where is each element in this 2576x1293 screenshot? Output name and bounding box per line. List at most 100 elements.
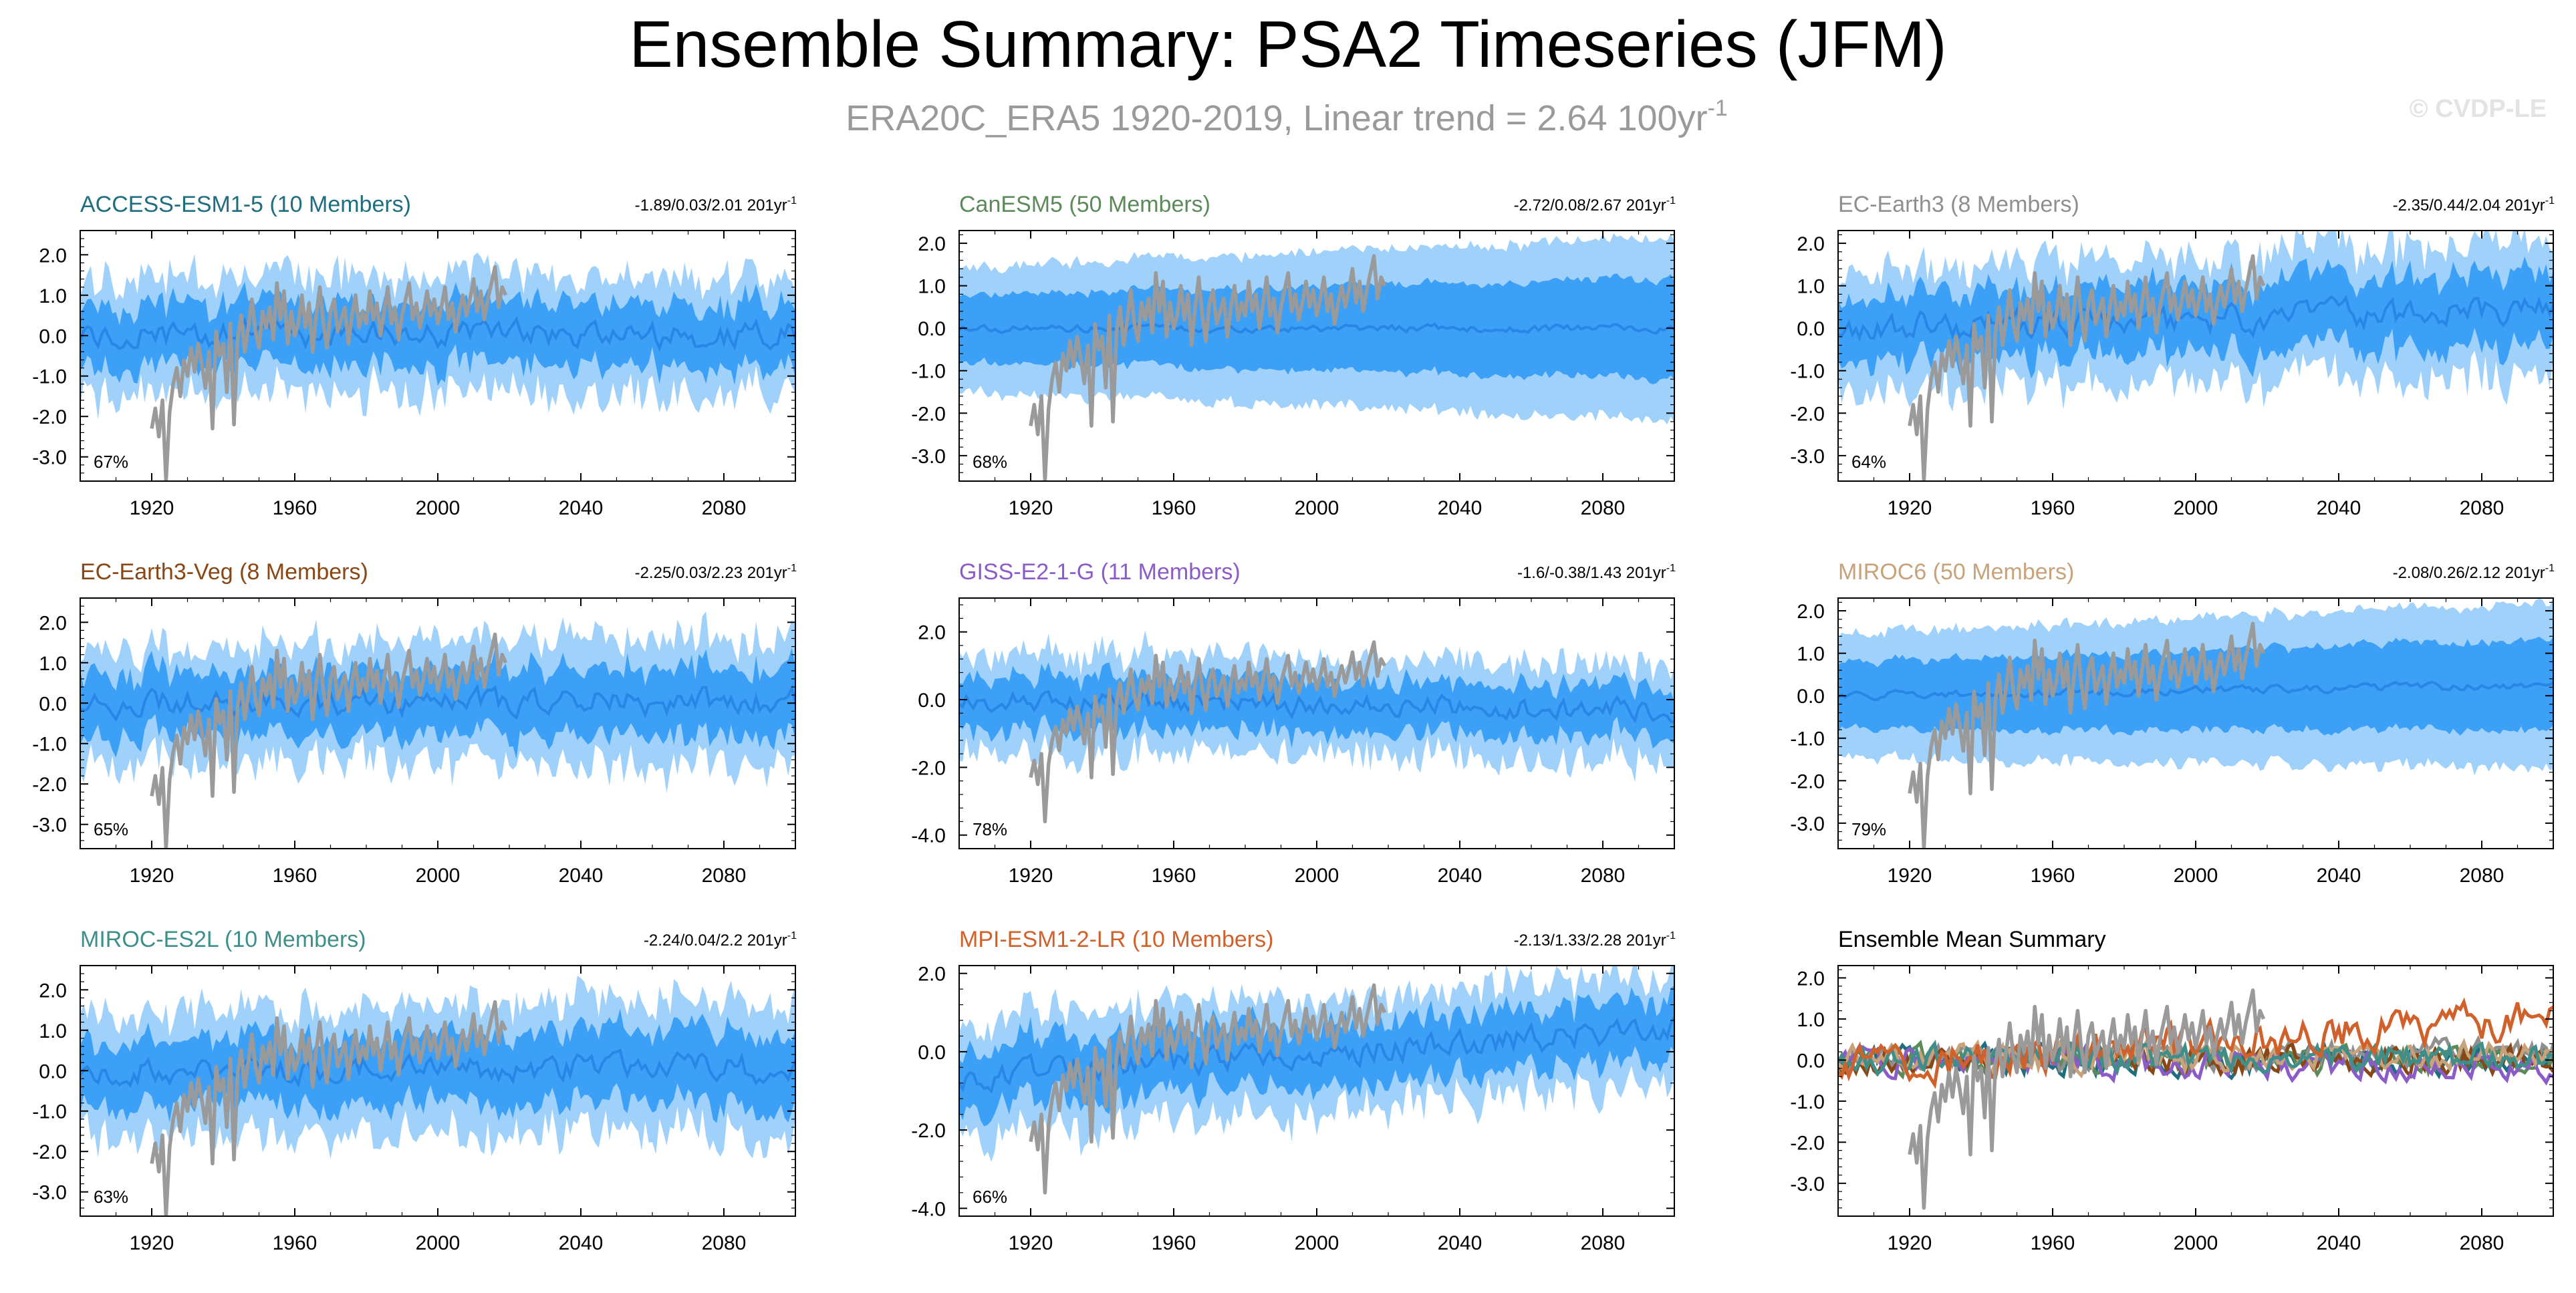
y-tick-label: 0.0 [1797, 686, 1825, 708]
plot-area [959, 233, 1674, 481]
panel-stats-exponent: -1 [787, 195, 797, 206]
percent-label: 79% [1851, 819, 1886, 839]
x-tick-label: 2080 [2460, 497, 2504, 519]
panel-stats-text: -2.13/1.33/2.28 201yr [1514, 931, 1666, 950]
percent-label: 66% [973, 1187, 1007, 1207]
y-tick-label: 1.0 [39, 285, 67, 307]
x-tick-label: 2000 [1295, 865, 1339, 887]
y-tick-label: 1.0 [918, 276, 946, 298]
panel-stats-text: -2.24/0.04/2.2 201yr [644, 931, 787, 950]
x-tick-label: 2000 [416, 865, 461, 887]
summary-series-line [1838, 997, 2553, 1089]
panel-canesm5: CanESM5 (50 Members) -2.72/0.08/2.67 201y… [911, 192, 1676, 519]
y-tick-label: -3.0 [1790, 813, 1825, 835]
panel-title: MPI-ESM1-2-LR (10 Members) [959, 927, 1273, 952]
y-tick-label: -2.0 [911, 403, 946, 425]
x-tick-label: 1960 [2031, 497, 2075, 519]
y-tick-label: 1.0 [1797, 276, 1825, 298]
y-tick-label: -2.0 [911, 1120, 946, 1142]
plot-area [80, 253, 795, 481]
percent-label: 64% [1851, 452, 1886, 472]
x-tick-label: 2040 [559, 865, 604, 887]
x-tick-label: 2000 [2174, 865, 2218, 887]
x-tick-label: 2080 [2460, 865, 2504, 887]
panel-stats: -2.24/0.04/2.2 201yr-1 [644, 930, 797, 950]
panel-stats-exponent: -1 [1666, 563, 1676, 574]
subtitle-exponent: -1 [1708, 96, 1728, 121]
ensemble-iqr-band [959, 986, 1674, 1127]
panel-stats-exponent: -1 [2545, 195, 2555, 206]
panel-title: EC-Earth3-Veg (8 Members) [80, 559, 368, 585]
panel-title: MIROC-ES2L (10 Members) [80, 927, 366, 952]
observed-line [1029, 983, 1387, 1195]
y-tick-label: 2.0 [1797, 968, 1825, 990]
x-tick-label: 1960 [1152, 497, 1196, 519]
x-tick-label: 1960 [273, 497, 317, 519]
percent-label: 67% [94, 452, 128, 472]
y-tick-label: -3.0 [32, 815, 67, 837]
panel-stats: -1.89/0.03/2.01 201yr-1 [635, 195, 797, 214]
y-tick-label: -4.0 [911, 825, 946, 847]
x-tick-label: 2080 [702, 497, 747, 519]
observed-line [150, 632, 508, 849]
x-tick-label: 1920 [1009, 1232, 1053, 1254]
x-tick-label: 2000 [1295, 1232, 1339, 1254]
y-tick-label: -2.0 [911, 757, 946, 779]
x-tick-label: 2080 [2460, 1232, 2504, 1254]
panel-access: ACCESS-ESM1-5 (10 Members) -1.89/0.03/2.0… [32, 192, 797, 519]
panel-giss: GISS-E2-1-G (11 Members) -1.6/-0.38/1.43 … [911, 559, 1676, 887]
ensemble-mean-line [959, 322, 1674, 335]
panel-ecearth3veg: EC-Earth3-Veg (8 Members) -2.25/0.03/2.23… [32, 559, 797, 887]
panel-grid: ACCESS-ESM1-5 (10 Members) -1.89/0.03/2.0… [32, 192, 2555, 1254]
x-tick-label: 1920 [1009, 497, 1053, 519]
ensemble-mean-line [1838, 680, 2553, 702]
observed-line [1908, 254, 2266, 481]
y-tick-label: 2.0 [918, 622, 946, 644]
y-tick-label: 2.0 [1797, 233, 1825, 255]
panel-mpi: MPI-ESM1-2-LR (10 Members) -2.13/1.33/2.2… [911, 927, 1676, 1254]
panel-stats: -2.35/0.44/2.04 201yr-1 [2393, 195, 2555, 214]
y-tick-label: 0.0 [1797, 318, 1825, 340]
panel-stats-exponent: -1 [787, 930, 797, 942]
x-tick-label: 2080 [1581, 865, 1626, 887]
summary-series-line [1838, 1038, 2553, 1079]
observed-line [1908, 988, 2266, 1210]
x-tick-label: 2080 [1581, 1232, 1626, 1254]
y-tick-label: 2.0 [39, 612, 67, 634]
x-tick-label: 2000 [2174, 497, 2218, 519]
x-tick-label: 1960 [2031, 1232, 2075, 1254]
y-tick-label: -1.0 [911, 361, 946, 383]
y-tick-label: -2.0 [1790, 1132, 1825, 1154]
panel-title: CanESM5 (50 Members) [959, 192, 1210, 217]
panel-stats-exponent: -1 [787, 563, 797, 574]
panel-stats-exponent: -1 [2545, 563, 2555, 574]
x-tick-label: 1960 [1152, 1232, 1196, 1254]
y-tick-label: 0.0 [39, 693, 67, 715]
panel-title: MIROC6 (50 Members) [1838, 559, 2074, 585]
y-tick-label: -1.0 [1790, 728, 1825, 750]
percent-label: 78% [973, 819, 1007, 839]
x-tick-label: 1920 [130, 865, 174, 887]
x-tick-label: 1920 [130, 497, 174, 519]
observed-line [150, 1000, 508, 1216]
y-tick-label: -2.0 [32, 406, 67, 428]
figure-subtitle: ERA20C_ERA5 1920-2019, Linear trend = 2.… [846, 96, 1728, 138]
x-tick-label: 2040 [559, 497, 604, 519]
y-tick-label: -2.0 [1790, 770, 1825, 793]
x-tick-label: 2040 [2317, 865, 2361, 887]
panel-stats-text: -2.25/0.03/2.23 201yr [635, 564, 787, 582]
y-tick-label: 0.0 [39, 325, 67, 347]
watermark: © CVDP-LE [2410, 95, 2547, 123]
y-tick-label: -1.0 [1790, 1091, 1825, 1113]
plot-area [1838, 231, 2553, 481]
panel-stats-exponent: -1 [1666, 930, 1676, 942]
observed-line [1908, 621, 2266, 849]
plot-area [959, 630, 1674, 824]
y-tick-label: -1.0 [1790, 361, 1825, 383]
y-tick-label: -3.0 [32, 447, 67, 469]
observed-line [150, 265, 508, 481]
y-tick-label: 2.0 [1797, 601, 1825, 623]
y-tick-label: -2.0 [32, 774, 67, 796]
panel-stats: -1.6/-0.38/1.43 201yr-1 [1517, 563, 1676, 582]
panel-stats-text: -2.72/0.08/2.67 201yr [1514, 196, 1666, 214]
